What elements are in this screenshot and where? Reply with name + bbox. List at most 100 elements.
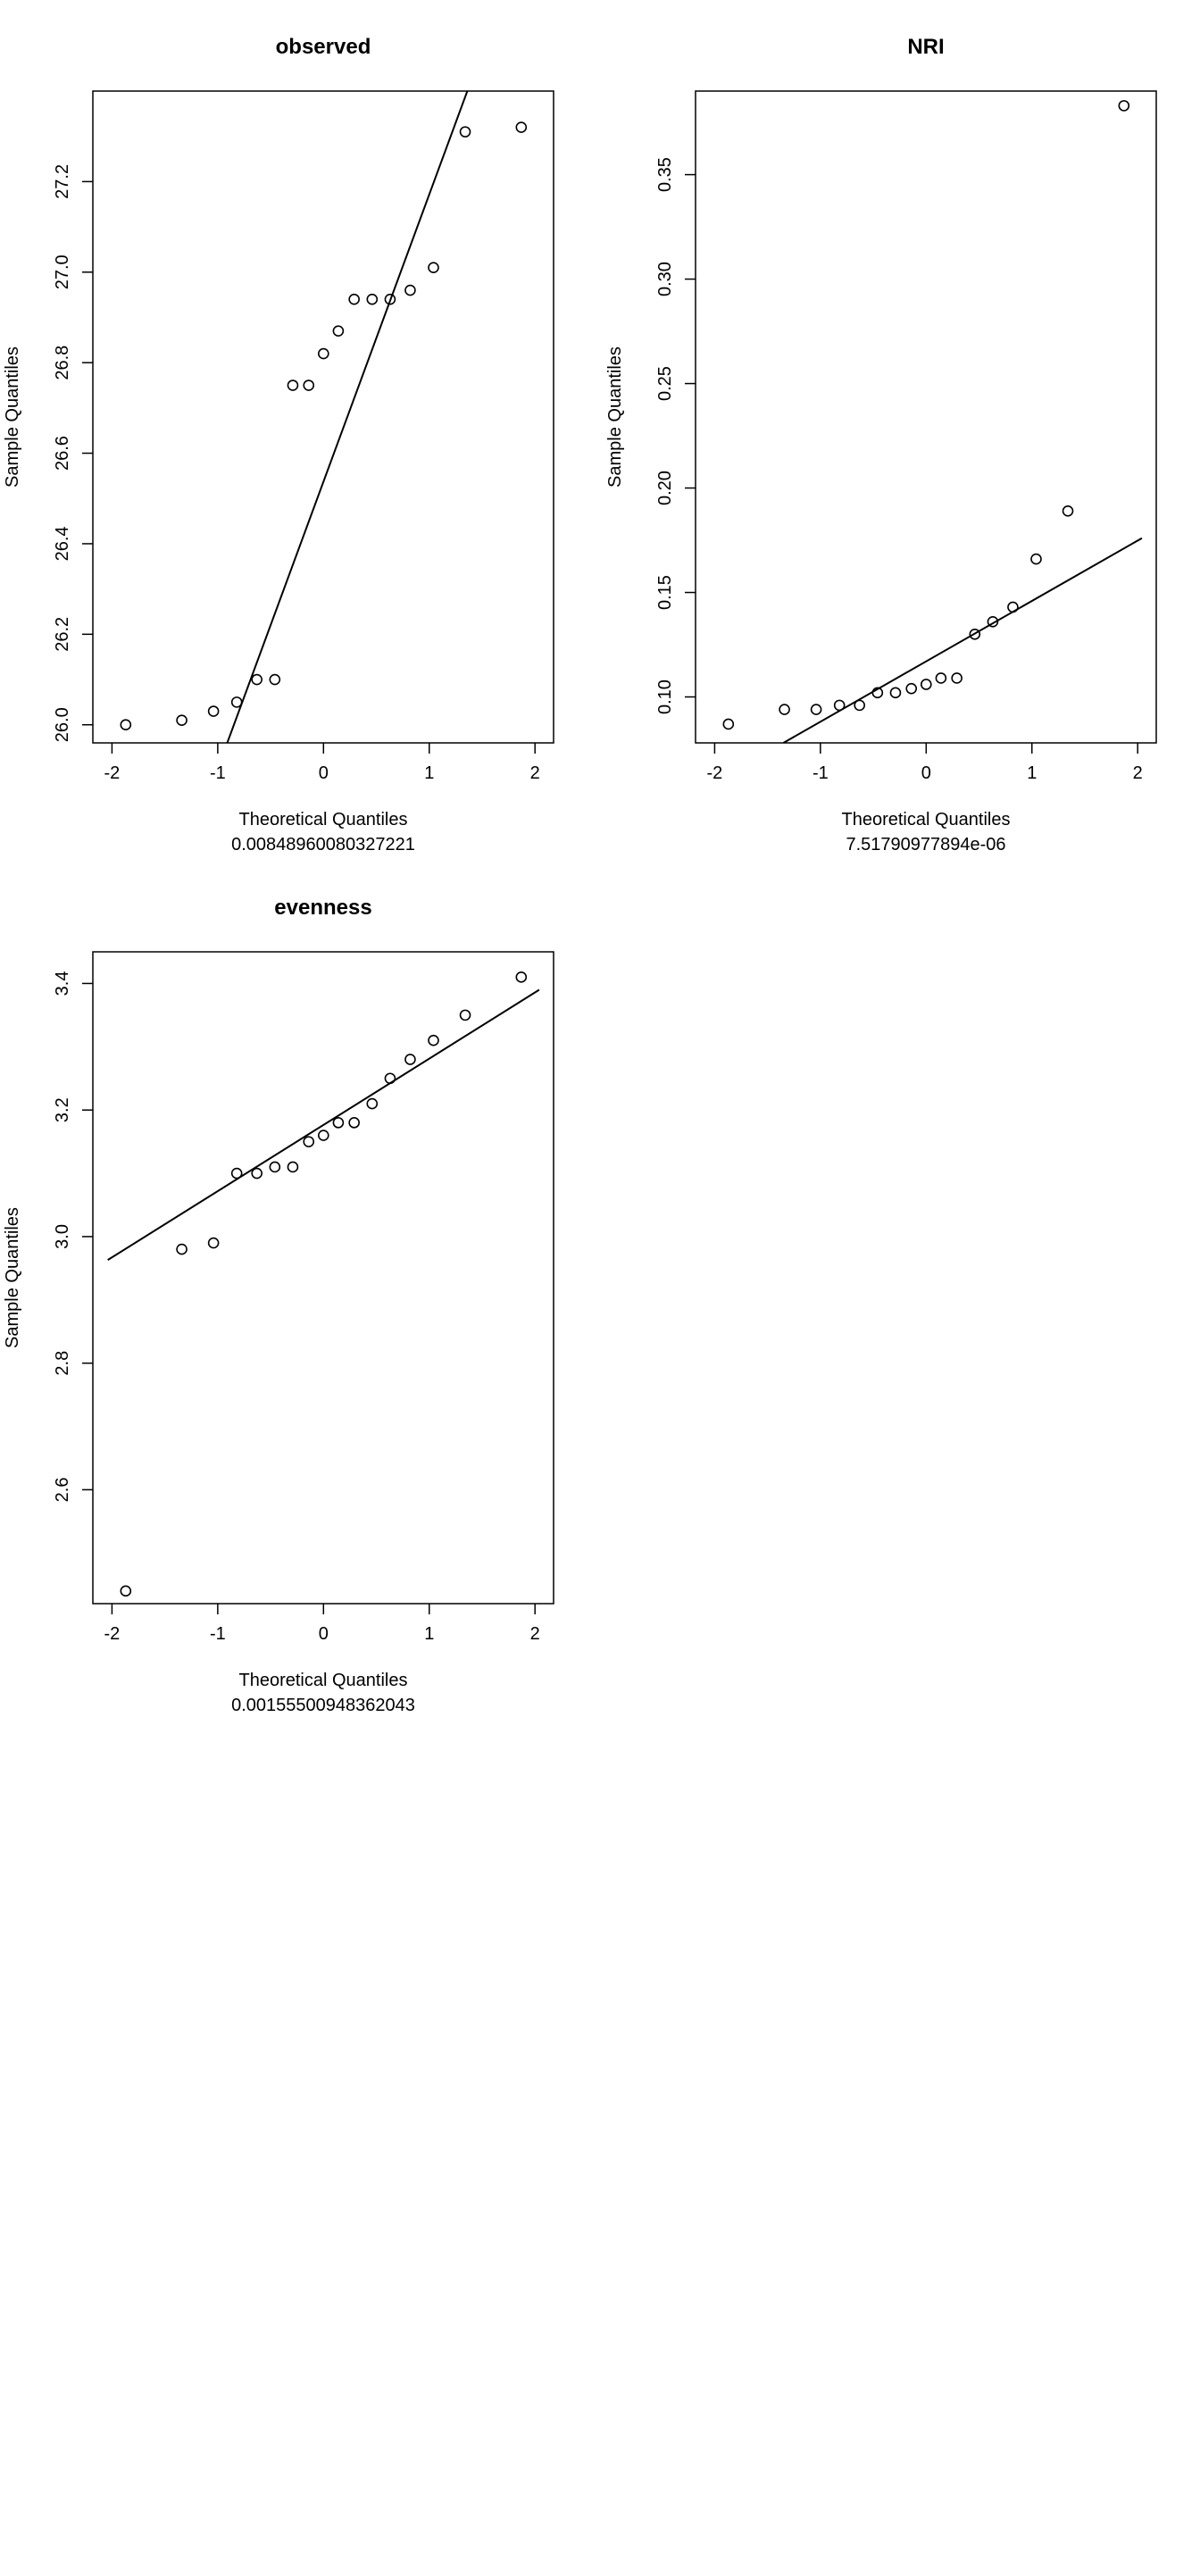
plot-frame: [695, 90, 1157, 744]
data-point: [833, 699, 846, 712]
y-tick-label: 26.0: [53, 707, 72, 742]
data-point: [987, 615, 999, 628]
y-tick-label: 2.6: [53, 1478, 72, 1503]
x-tick-label: -1: [812, 763, 829, 783]
x-tick-label: 0: [319, 763, 329, 783]
data-point: [889, 687, 902, 699]
data-point: [348, 1117, 360, 1129]
data-point: [230, 1167, 243, 1180]
data-point: [176, 1243, 188, 1255]
x-axis-label: Theoretical Quantiles: [239, 1671, 408, 1690]
x-tick-label: 1: [424, 763, 434, 783]
data-point: [404, 1054, 416, 1065]
x-tick-label: 1: [424, 1624, 434, 1644]
data-point: [1007, 601, 1019, 613]
data-point: [207, 1237, 220, 1249]
data-point: [871, 687, 884, 699]
y-tick-label: 3.0: [53, 1224, 72, 1249]
data-point: [459, 126, 471, 138]
x-tick-label: 2: [1133, 763, 1143, 783]
plot-frame: [92, 951, 554, 1605]
data-point: [120, 1585, 132, 1597]
data-point: [332, 1117, 345, 1129]
data-point: [1062, 504, 1074, 517]
data-point: [921, 679, 932, 690]
data-point: [779, 704, 790, 715]
y-tick-label: 0.15: [655, 575, 675, 610]
data-point: [969, 629, 981, 640]
y-tick-label: 0.30: [655, 262, 675, 296]
y-tick-label: 0.10: [655, 679, 675, 714]
data-point: [251, 1167, 262, 1180]
panel-nri: NRI -2 -1 0 1 2 0.10 0.15 0.20 0.25 0.30 0.35 Theore…: [605, 35, 1157, 854]
data-point: [384, 1072, 396, 1085]
data-point: [515, 121, 528, 133]
data-point: [287, 379, 299, 391]
x-tick-label: -2: [104, 1624, 121, 1644]
y-tick-label: 0.35: [655, 157, 675, 192]
data-point: [366, 1097, 379, 1110]
y-tick-label: 27.0: [53, 254, 72, 289]
y-tick-label: 3.2: [53, 1097, 72, 1122]
data-point: [230, 696, 243, 708]
data-point: [722, 718, 735, 730]
y-tick-label: 0.20: [655, 471, 675, 505]
data-point: [332, 325, 345, 337]
data-point: [810, 704, 822, 715]
data-point: [459, 1009, 471, 1021]
y-tick-label: 27.2: [53, 164, 72, 199]
x-tick-label: -2: [707, 763, 723, 783]
data-point: [905, 682, 918, 695]
data-point: [176, 714, 188, 726]
data-point: [515, 971, 528, 983]
panel-observed: observed -2 -1 0 1 2 26.0 26.2 26.4 26.6 26.8 27.0 2…: [3, 35, 554, 854]
data-point: [854, 699, 865, 712]
data-point: [428, 262, 439, 274]
data-point: [303, 379, 315, 391]
qq-reference-line: [782, 537, 1143, 743]
data-point: [120, 719, 132, 731]
data-point: [1030, 553, 1042, 565]
data-point: [348, 293, 360, 305]
x-tick-label: -2: [104, 763, 121, 783]
data-point: [384, 293, 396, 305]
data-point: [269, 1161, 281, 1173]
chart-title: NRI: [907, 35, 944, 59]
y-tick-label: 26.6: [53, 436, 72, 471]
x-tick-label: 0: [319, 1624, 329, 1644]
data-point: [318, 347, 329, 360]
data-point: [1118, 100, 1130, 112]
data-point: [404, 284, 416, 296]
data-point: [251, 673, 262, 686]
x-axis-label: Theoretical Quantiles: [842, 810, 1011, 829]
x-tick-label: -1: [210, 1624, 226, 1644]
data-point: [428, 1034, 439, 1046]
data-point: [269, 673, 281, 686]
data-point: [207, 705, 220, 717]
y-tick-label: 2.8: [53, 1351, 72, 1376]
qq-reference-line: [107, 988, 540, 1262]
y-tick-label: 26.8: [53, 346, 72, 380]
plot-frame: [92, 90, 554, 744]
data-point: [951, 672, 962, 684]
x-axis-sublabel: 0.00848960080327221: [231, 835, 415, 854]
y-tick-label: 26.4: [53, 526, 72, 561]
y-tick-label: 3.4: [53, 971, 72, 996]
data-point: [287, 1161, 299, 1173]
panel-evenness: evenness -2 -1 0 1 2 2.6 2.8 3.0 3.2 3.4 Theoretica…: [3, 896, 554, 1715]
x-tick-label: 2: [530, 763, 540, 783]
x-tick-label: -1: [210, 763, 226, 783]
x-axis-sublabel: 0.00155500948362043: [231, 1696, 415, 1715]
x-axis-label: Theoretical Quantiles: [239, 810, 408, 829]
chart-title: observed: [276, 35, 371, 59]
x-axis-sublabel: 7.51790977894e-06: [846, 835, 1005, 854]
data-point: [935, 672, 947, 684]
chart-title: evenness: [274, 896, 371, 920]
data-point: [318, 1130, 329, 1141]
y-tick-label: 0.25: [655, 366, 675, 401]
y-tick-label: 26.2: [53, 617, 72, 652]
qq-reference-line: [226, 91, 469, 743]
data-point: [366, 293, 379, 305]
